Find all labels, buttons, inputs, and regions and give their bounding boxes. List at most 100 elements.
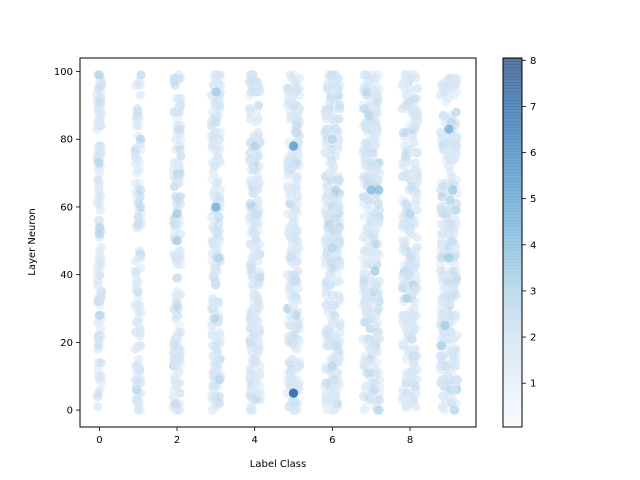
scatter-point	[373, 287, 384, 297]
colorbar-bands	[503, 59, 522, 427]
scatter-point	[321, 148, 331, 158]
y-tick-label: 100	[54, 67, 73, 78]
scatter-point	[436, 341, 446, 351]
scatter-point	[170, 290, 180, 300]
scatter-point-highlight	[172, 209, 182, 219]
scatter-point	[360, 104, 370, 114]
scatter-point-highlight	[250, 141, 260, 151]
scatter-point	[92, 97, 102, 107]
scatter-point	[292, 256, 302, 266]
scatter-point	[210, 280, 221, 290]
scatter-point	[411, 121, 421, 131]
scatter-point	[371, 138, 381, 148]
scatter-point	[173, 161, 183, 171]
scatter-point	[450, 361, 461, 371]
scatter-point	[294, 90, 304, 100]
scatter-point	[359, 266, 369, 276]
scatter-point	[248, 226, 258, 236]
scatter-point	[134, 253, 145, 263]
plot-frame	[79, 57, 477, 428]
scatter-point	[96, 371, 106, 381]
scatter-point	[286, 111, 296, 121]
scatter-point-highlight	[366, 185, 376, 195]
scatter-point	[92, 90, 102, 100]
scatter-point	[251, 212, 262, 222]
scatter-point	[294, 337, 304, 347]
scatter-point	[211, 398, 221, 408]
scatter-point	[359, 70, 369, 80]
scatter-point	[210, 314, 220, 324]
scatter-point	[95, 199, 105, 209]
scatter-point	[401, 402, 411, 412]
scatter-point	[248, 273, 258, 283]
scatter-point	[288, 300, 298, 310]
x-tick-label: 0	[96, 435, 102, 446]
scatter-point	[398, 273, 408, 283]
scatter-point	[172, 300, 182, 310]
scatter-point	[438, 111, 448, 121]
scatter-point	[333, 175, 343, 185]
scatter-point	[368, 151, 379, 161]
scatter-point	[131, 276, 141, 286]
scatter-point	[406, 175, 416, 185]
scatter-point	[293, 192, 303, 202]
scatter-point	[325, 276, 335, 286]
scatter-point	[287, 97, 297, 107]
scatter-point	[288, 375, 298, 385]
scatter-point	[283, 171, 293, 182]
scatter-point	[136, 185, 146, 195]
scatter-point	[406, 226, 416, 236]
scatter-point	[400, 239, 410, 249]
scatter-point	[215, 144, 225, 154]
scatter-point	[290, 80, 300, 90]
colorbar-tick-label: 2	[530, 333, 536, 344]
scatter-point	[174, 344, 184, 354]
scatter-point	[439, 327, 449, 337]
scatter-point	[442, 222, 452, 232]
scatter-point	[441, 97, 451, 107]
scatter-point	[408, 138, 418, 148]
scatter-point	[359, 276, 369, 286]
scatter-point	[174, 320, 184, 330]
scatter-point-highlight	[211, 87, 221, 97]
scatter-point	[209, 300, 219, 310]
scatter-point	[409, 358, 419, 368]
scatter-point	[285, 70, 295, 80]
scatter-point	[134, 141, 144, 151]
scatter-point	[169, 73, 179, 83]
colorbar: 1 2 3 4 5 6 7 8	[502, 56, 536, 428]
scatter-point	[95, 205, 106, 215]
scatter-point	[366, 171, 376, 182]
scatter-point	[132, 165, 142, 175]
scatter-point	[174, 364, 184, 374]
scatter-point	[94, 70, 104, 80]
scatter-point	[169, 371, 179, 381]
scatter-point	[321, 378, 331, 388]
scatter-point	[254, 134, 264, 144]
scatter-point	[361, 402, 371, 412]
scatter-point	[285, 199, 295, 209]
scatter-point	[327, 361, 337, 371]
scatter-point	[135, 90, 145, 100]
scatter-point-highlight	[327, 134, 337, 144]
y-tick-label: 40	[60, 270, 73, 281]
scatter-point	[448, 236, 458, 246]
scatter-point-highlight	[94, 310, 104, 320]
scatter-point	[401, 354, 412, 364]
scatter-point	[369, 276, 379, 286]
scatter-point	[335, 320, 345, 330]
scatter-point	[401, 90, 411, 100]
scatter-point	[291, 171, 301, 182]
scatter-point	[436, 351, 446, 361]
scatter-point	[451, 141, 461, 151]
scatter-point	[254, 337, 264, 347]
scatter-point	[246, 368, 256, 378]
scatter-point	[288, 337, 298, 347]
scatter-point	[437, 297, 447, 307]
scatter-point	[362, 287, 372, 297]
scatter-point	[372, 97, 382, 107]
scatter-point	[288, 405, 298, 415]
scatter-point	[215, 236, 225, 246]
scatter-point	[374, 215, 384, 226]
scatter-point-highlight	[374, 185, 384, 195]
